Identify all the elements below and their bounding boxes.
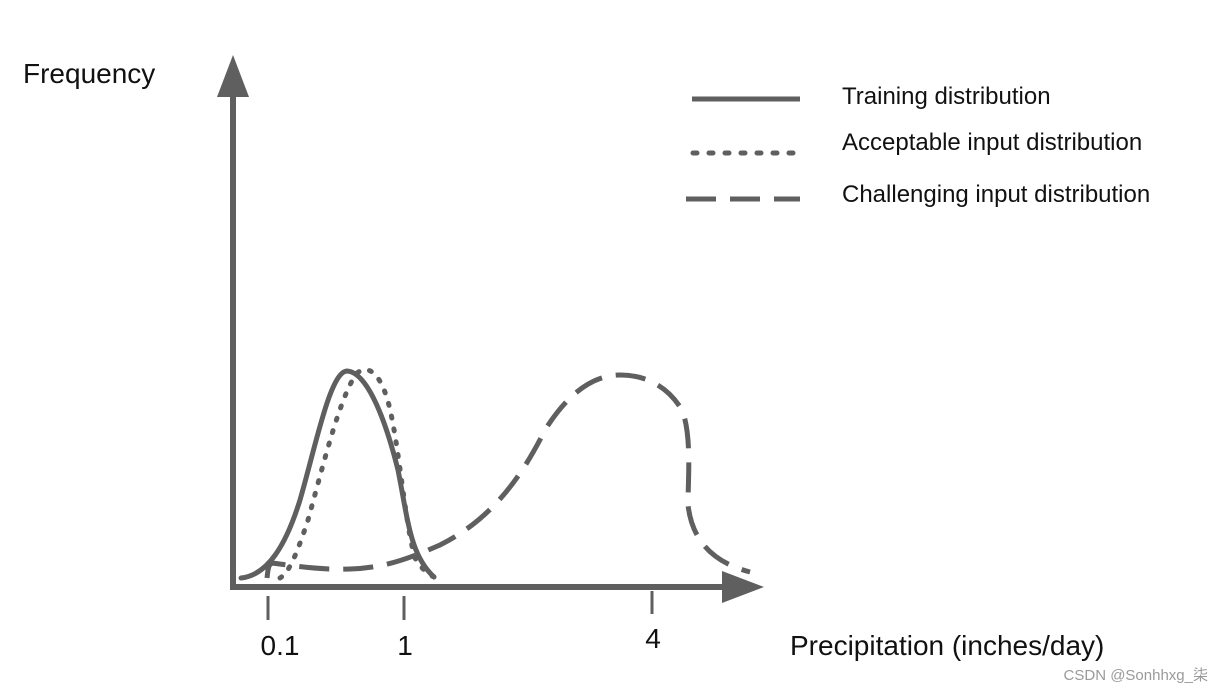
y-axis-title: Frequency [23, 58, 155, 89]
x-tick-label-0-1: 0.1 [261, 630, 300, 661]
watermark-text: CSDN @Sonhhxg_柒 [1064, 667, 1208, 684]
x-tick-label-4: 4 [645, 623, 661, 654]
x-axis-title: Precipitation (inches/day) [790, 630, 1104, 661]
x-axis-arrowhead [722, 571, 764, 603]
legend: Training distribution Acceptable input d… [686, 83, 1150, 208]
y-axis-arrowhead [217, 55, 249, 97]
legend-acceptable-label: Acceptable input distribution [842, 129, 1142, 156]
acceptable-distribution-curve [277, 367, 440, 581]
x-tick-label-1: 1 [397, 630, 413, 661]
training-distribution-curve [238, 368, 437, 581]
legend-training-label: Training distribution [842, 83, 1051, 110]
challenging-distribution-curve [264, 372, 751, 579]
legend-challenging-label: Challenging input distribution [842, 181, 1150, 208]
